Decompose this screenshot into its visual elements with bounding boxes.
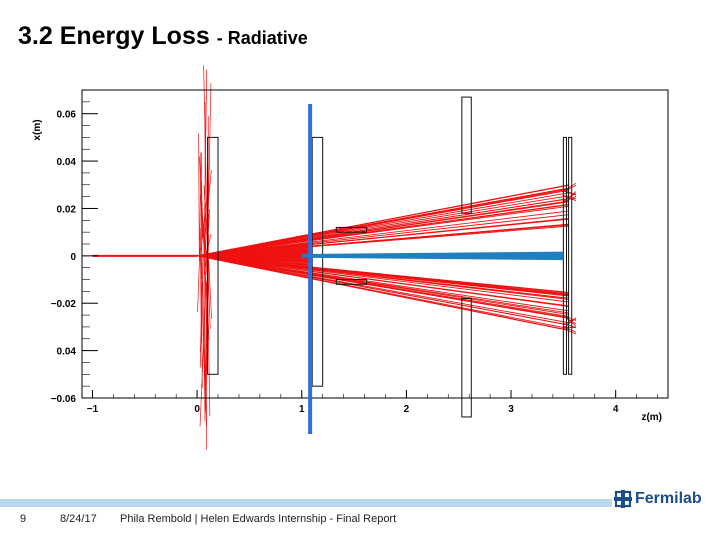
element-5b [568,136,573,375]
x-tick-label: 3 [508,404,514,415]
slide-title: 3.2 Energy Loss - Radiative [18,22,308,51]
lower-cone-track [197,255,569,314]
lower-cone-track [197,255,569,307]
energy-loss-plot: −1 0 1 2 3 4 0.06 0.04 0.02 0 −0.02 0.04 −0.06 z(m) x(… [32,65,669,450]
central-beam-band [301,251,564,261]
stub-track [563,195,577,203]
footer-bar [0,499,612,507]
slide-title-main: 3.2 Energy Loss [18,22,210,50]
fermilab-logo-text: Fermilab [635,490,702,507]
scatter-track [198,133,200,262]
stub-track [563,190,577,195]
x-axis-label: z(m) [641,412,662,423]
upper-cone-track [197,195,569,257]
stub-track [563,315,577,325]
lower-cone-track [197,255,569,324]
scatter-track [199,275,203,368]
element-2 [311,136,324,387]
plot-frame [81,89,669,399]
scatter-track [199,282,207,427]
page-number: 9 [20,513,27,525]
footer-date: 8/24/17 [60,513,97,525]
element-5a [562,136,567,375]
lower-cone-track [197,255,569,303]
lower-cone-track [197,255,569,331]
element-4-upper [461,96,472,214]
stub-track [563,322,577,328]
x-tick-label: −1 [87,404,99,415]
y-tick-label: 0 [70,252,76,263]
stub-track [563,182,577,192]
y-tick-label: −0.02 [51,299,77,310]
element-3-lower [335,279,368,285]
stub-track [563,314,577,322]
element-1 [207,136,219,375]
x-tick-label: 0 [194,404,200,415]
scatter-track [200,271,203,388]
upper-cone-track [197,184,569,257]
x-tick-label: 4 [613,404,619,415]
y-axis-label: x(m) [32,119,43,140]
slide-title-sub: - Radiative [216,28,308,48]
scatter-track [204,280,208,407]
y-tick-label: 0.06 [57,110,77,121]
scatter-track [203,69,208,256]
scatter-track [208,257,212,319]
scatter-track [197,236,201,313]
element-4-lower [461,297,472,418]
y-tick-label: −0.06 [51,394,77,405]
stub-track [563,185,577,193]
axes: −1 0 1 2 3 4 0.06 0.04 0.02 0 −0.02 0.04 −0.06 z(m) x(… [32,89,662,423]
scatter-track [201,202,203,270]
upper-cone-track [197,188,569,257]
y-tick-label: 0.02 [57,204,77,215]
y-tick-label: 0.04 [57,347,77,358]
central-fan-fill [197,241,313,268]
y-tick-label: 0.04 [57,157,77,168]
footer-caption: Phila Rembold | Helen Edwards Internship… [120,513,397,525]
upper-cone-track [197,205,569,257]
lower-cone-track [197,255,569,319]
particle-tracks [92,65,577,450]
fermilab-logo-icon [614,490,632,508]
stub-track [563,328,577,335]
x-tick-label: 2 [404,404,410,415]
central-beam [301,251,564,261]
stub-track [563,192,577,202]
beamline-elements [207,96,573,418]
stub-track [563,326,576,329]
element-3-upper [335,226,368,233]
x-tick-label: 1 [299,404,305,415]
upper-cone-track [197,192,569,257]
plot-frame-rect [81,89,669,399]
stub-track [563,196,576,200]
upper-cone-track [197,200,569,257]
fermilab-logo: Fermilab [614,490,702,508]
